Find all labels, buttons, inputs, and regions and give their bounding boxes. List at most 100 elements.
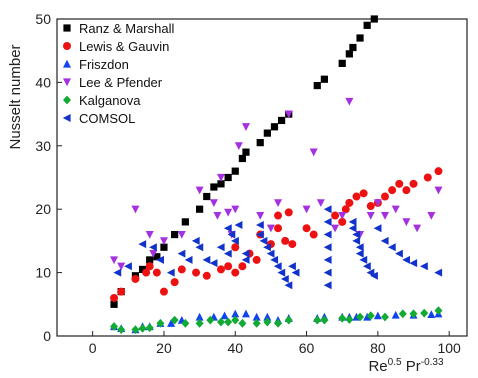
data-point — [274, 224, 283, 233]
data-point — [224, 173, 232, 182]
data-point — [409, 179, 418, 188]
data-point — [166, 268, 175, 277]
data-point — [209, 199, 218, 208]
data-point — [263, 129, 271, 137]
data-point — [362, 262, 371, 271]
data-point — [131, 274, 140, 283]
data-point — [338, 217, 347, 226]
data-point — [110, 300, 118, 308]
data-point — [434, 186, 443, 195]
data-point — [402, 255, 410, 264]
data-point — [409, 259, 418, 268]
data-point — [348, 224, 357, 233]
data-point — [284, 281, 293, 290]
data-point — [356, 312, 365, 322]
data-point — [156, 318, 165, 328]
data-point — [313, 315, 322, 325]
data-point — [270, 123, 279, 131]
data-point — [349, 43, 357, 52]
data-point — [195, 318, 204, 328]
data-point — [381, 211, 389, 220]
data-point — [302, 205, 311, 214]
data-point — [391, 310, 400, 319]
data-point — [355, 243, 364, 252]
data-point — [277, 268, 286, 277]
data-point — [323, 268, 332, 277]
data-point — [395, 179, 404, 188]
data-point — [291, 268, 300, 277]
data-point — [320, 75, 328, 83]
data-point — [203, 192, 211, 201]
data-point — [238, 318, 247, 328]
x-tick-label: 40 — [227, 340, 243, 356]
data-point — [413, 224, 422, 233]
data-point — [338, 211, 347, 220]
data-point — [146, 256, 154, 264]
data-point — [256, 230, 264, 239]
data-point — [263, 317, 272, 327]
data-point — [280, 274, 289, 283]
data-point — [352, 192, 361, 201]
data-point — [434, 167, 443, 176]
data-point — [170, 315, 179, 325]
data-point — [145, 230, 154, 239]
legend-marker — [63, 24, 71, 32]
data-point — [209, 259, 218, 268]
data-point — [238, 154, 246, 163]
axis-ticks: 0 20 40 60 80 100 0 10 20 30 40 50 — [35, 11, 461, 356]
data-point — [284, 315, 293, 325]
data-point — [373, 311, 382, 320]
data-point — [420, 262, 428, 271]
data-point — [270, 255, 279, 264]
data-point — [231, 205, 240, 214]
data-point — [142, 268, 151, 277]
data-point — [256, 139, 264, 147]
data-point — [331, 211, 340, 220]
data-point — [252, 255, 261, 264]
data-point — [391, 205, 400, 214]
data-point — [224, 317, 233, 327]
data-point — [231, 236, 239, 245]
data-point — [427, 310, 436, 319]
data-point — [338, 313, 347, 323]
data-point — [345, 50, 353, 58]
data-point — [138, 240, 147, 249]
data-point — [320, 315, 329, 325]
data-point — [288, 262, 296, 271]
data-point — [366, 202, 375, 211]
data-point — [352, 230, 361, 239]
data-point — [153, 253, 161, 261]
data-point — [323, 205, 332, 214]
data-point — [217, 265, 225, 274]
data-point — [263, 243, 271, 252]
data-point — [231, 167, 239, 175]
data-point — [348, 217, 357, 226]
y-tick-label: 20 — [35, 201, 51, 217]
data-point — [266, 249, 275, 258]
legend-label: Kalganova — [79, 93, 141, 108]
data-point — [387, 243, 396, 252]
data-point — [159, 287, 168, 296]
series-1 — [110, 167, 443, 302]
data-point — [220, 311, 229, 320]
data-point — [370, 271, 378, 280]
data-point — [241, 255, 250, 264]
data-point — [202, 271, 211, 280]
data-point — [288, 240, 297, 249]
data-point — [274, 199, 283, 208]
data-point — [359, 189, 368, 198]
legend-label: COMSOL — [79, 111, 135, 126]
x-axis-label-re-exponent: 0.5 — [388, 357, 402, 368]
data-point — [223, 249, 232, 258]
data-point — [380, 236, 389, 245]
data-point — [241, 249, 250, 258]
data-point — [402, 218, 411, 227]
data-point — [316, 199, 325, 208]
data-point — [113, 268, 122, 277]
x-tick-label: 60 — [299, 340, 315, 356]
data-point — [124, 262, 132, 271]
legend-marker — [63, 95, 71, 105]
data-point — [381, 192, 389, 201]
data-point — [184, 255, 193, 264]
